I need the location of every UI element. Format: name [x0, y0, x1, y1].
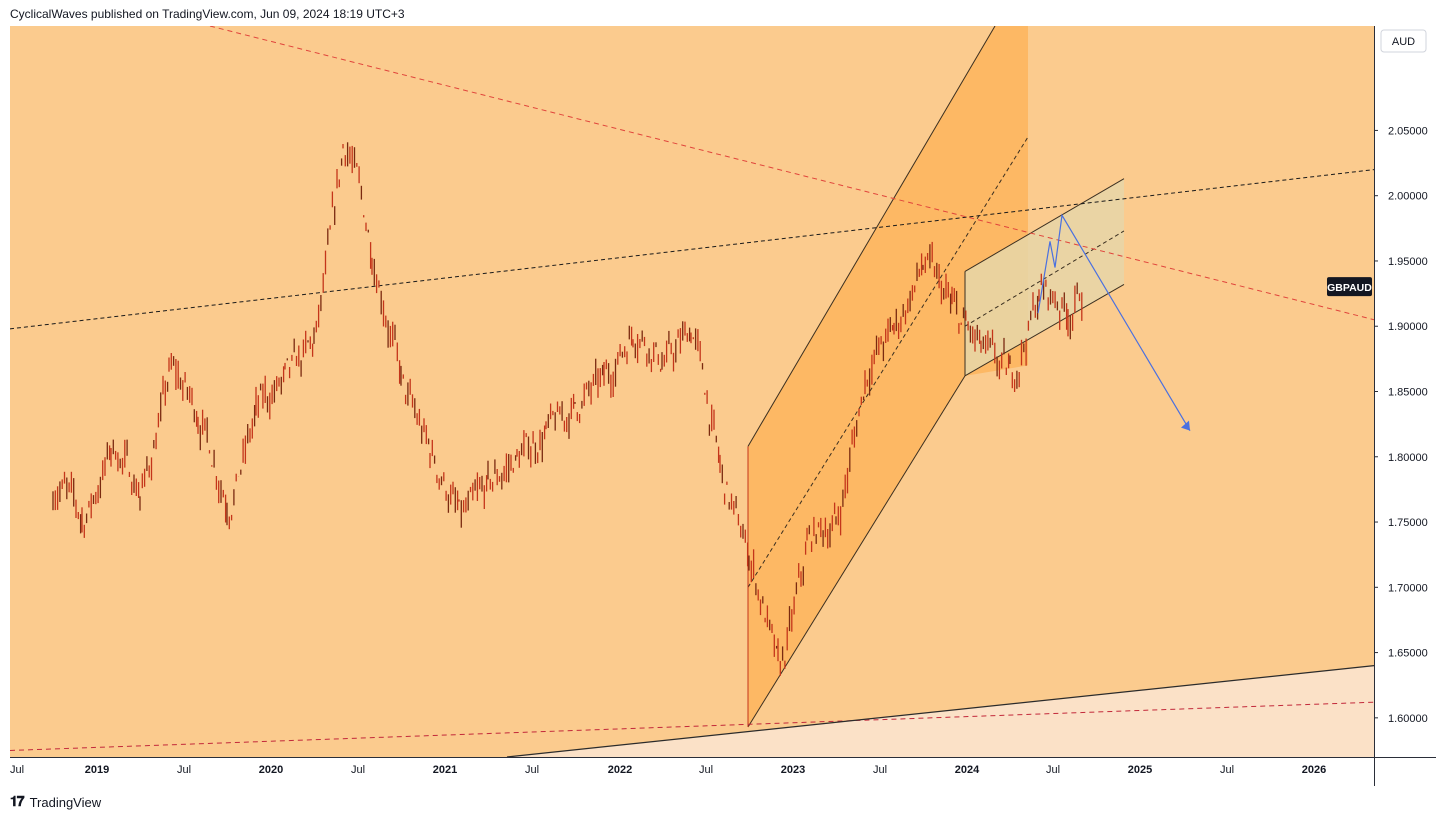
- footer-brand[interactable]: 𝟏𝟕 TradingView: [10, 794, 101, 810]
- price-tick-label: 2.05000: [1388, 125, 1428, 137]
- support-zone: [10, 665, 1374, 757]
- currency-badge-box[interactable]: [1380, 29, 1427, 53]
- price-tick-label: 1.80000: [1388, 452, 1428, 464]
- consolidation-lower-line[interactable]: [964, 284, 1125, 377]
- price-tick-label: 1.75000: [1388, 517, 1428, 529]
- consolidation-upper-line[interactable]: [964, 178, 1125, 272]
- time-tick-label: 2022: [608, 764, 632, 776]
- price-tick-label: 1.85000: [1388, 387, 1428, 399]
- time-tick-label: 2025: [1128, 764, 1152, 776]
- currency-badge: AUD: [1392, 36, 1415, 48]
- resistance-dashed-line[interactable]: [209, 25, 1375, 321]
- long-term-support-line[interactable]: [506, 665, 1375, 758]
- time-tick-label: 2019: [85, 764, 109, 776]
- time-tick-label: Jul: [1220, 764, 1234, 776]
- projection-arrowhead: [1181, 420, 1190, 431]
- time-tick-label: 2020: [259, 764, 283, 776]
- publish-attribution: CyclicalWaves published on TradingView.c…: [10, 7, 405, 21]
- time-tick-label: Jul: [699, 764, 713, 776]
- time-tick-label: Jul: [10, 764, 24, 776]
- tradingview-logo-icon: 𝟏𝟕: [10, 794, 25, 810]
- price-candles: [52, 142, 1083, 676]
- time-axis[interactable]: [10, 757, 1436, 786]
- time-tick-label: Jul: [177, 764, 191, 776]
- long-term-dashed-trendline[interactable]: [9, 169, 1375, 330]
- price-chart[interactable]: 1.60000 1.65000 1.70000 1.75000 1.80000 1.850…: [9, 25, 1436, 786]
- consolidation-midline[interactable]: [964, 230, 1125, 327]
- rising-channel-upper-line[interactable]: [747, 25, 996, 447]
- support-dashed-line[interactable]: [9, 701, 1375, 751]
- projection-path[interactable]: [1037, 213, 1191, 431]
- rising-channel-fill: [748, 26, 1028, 727]
- price-tick-label: 1.90000: [1388, 321, 1428, 333]
- price-axis[interactable]: [1374, 26, 1436, 786]
- rising-channel-midline[interactable]: [747, 136, 1029, 588]
- brand-name: TradingView: [29, 794, 102, 810]
- price-tick-label: 2.00000: [1388, 191, 1428, 203]
- time-tick-label: Jul: [525, 764, 539, 776]
- time-tick-label: 2024: [955, 764, 980, 776]
- price-tick-label: 1.95000: [1388, 256, 1428, 268]
- price-tick-label: 1.70000: [1388, 582, 1428, 594]
- price-axis-ticks: 1.60000 1.65000 1.70000 1.75000 1.80000 1.850…: [1374, 125, 1428, 725]
- chart-area[interactable]: 1.60000 1.65000 1.70000 1.75000 1.80000 1.850…: [9, 25, 1436, 786]
- time-tick-label: 2021: [433, 764, 457, 776]
- price-tick-label: 1.65000: [1388, 648, 1428, 660]
- time-tick-label: 2023: [781, 764, 805, 776]
- time-axis-ticks: Jul 2019 Jul 2020 Jul 2021 Jul 2022 Jul 2023 Jul 20…: [10, 764, 1326, 776]
- price-tick-label: 1.60000: [1388, 713, 1428, 725]
- time-tick-label: 2026: [1302, 764, 1326, 776]
- symbol-price-label: GBPAUD: [1327, 282, 1372, 294]
- symbol-price-label-box: [1327, 277, 1372, 297]
- rising-channel-lower-line[interactable]: [747, 375, 966, 728]
- time-tick-label: Jul: [1046, 764, 1060, 776]
- time-tick-label: Jul: [873, 764, 887, 776]
- plot-background: [10, 26, 1374, 757]
- time-tick-label: Jul: [351, 764, 365, 776]
